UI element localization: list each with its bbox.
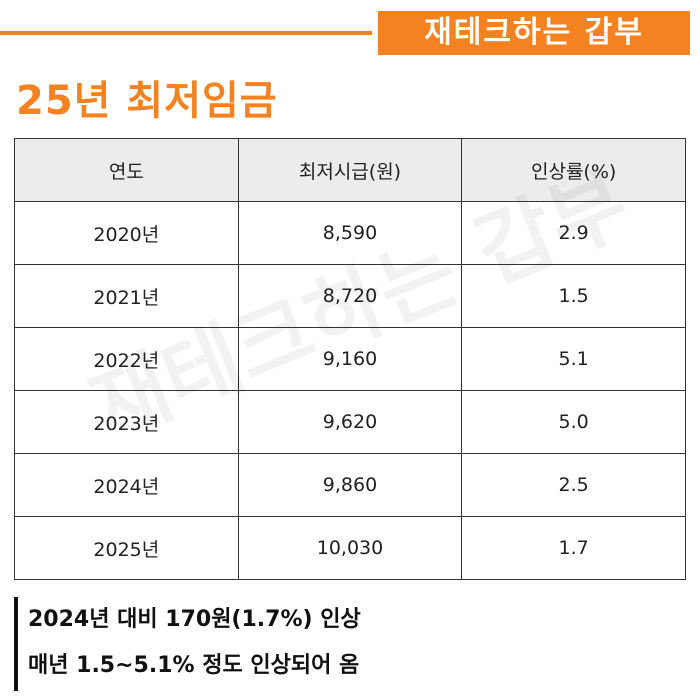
table-cell: 2020년 — [14, 201, 239, 265]
table-cell: 2.5 — [461, 453, 686, 517]
table-row: 2021년 8,720 1.5 — [14, 264, 686, 328]
table-cell: 1.7 — [461, 516, 686, 580]
table-cell: 2022년 — [14, 327, 239, 391]
top-line — [0, 31, 372, 35]
note-bar — [14, 597, 18, 691]
table-cell: 5.0 — [461, 390, 686, 454]
table-cell: 9,160 — [237, 327, 463, 391]
table-cell: 2024년 — [14, 453, 239, 517]
table-cell: 2021년 — [14, 264, 239, 328]
column-header: 최저시급(원) — [237, 138, 463, 202]
table-row: 2022년 9,160 5.1 — [14, 327, 686, 391]
header-row: 연도 최저시급(원) 인상률(%) — [14, 138, 686, 202]
table-cell: 8,720 — [237, 264, 463, 328]
table-cell: 9,620 — [237, 390, 463, 454]
table-row: 2023년 9,620 5.0 — [14, 390, 686, 454]
table-cell: 5.1 — [461, 327, 686, 391]
column-header: 인상률(%) — [461, 138, 686, 202]
page-title: 25년 최저임금 — [16, 78, 278, 124]
wage-table: 연도 최저시급(원) 인상률(%) 2020년 8,590 2.9 2021년 8,720 1… — [14, 138, 686, 580]
table-cell: 8,590 — [237, 201, 463, 265]
note-line: 매년 1.5~5.1% 정도 인상되어 옴 — [28, 653, 360, 678]
table-row: 2024년 9,860 2.5 — [14, 453, 686, 517]
table-cell: 9,860 — [237, 453, 463, 517]
table-cell: 1.5 — [461, 264, 686, 328]
table-cell: 2.9 — [461, 201, 686, 265]
table-row: 2020년 8,590 2.9 — [14, 201, 686, 265]
brand-badge: 재테크하는 갑부 — [378, 11, 690, 55]
table-cell: 10,030 — [237, 516, 463, 580]
table-cell: 2025년 — [14, 516, 239, 580]
note-line: 2024년 대비 170원(1.7%) 인상 — [28, 607, 361, 632]
table-row: 2025년 10,030 1.7 — [14, 516, 686, 580]
column-header: 연도 — [14, 138, 239, 202]
table-cell: 2023년 — [14, 390, 239, 454]
